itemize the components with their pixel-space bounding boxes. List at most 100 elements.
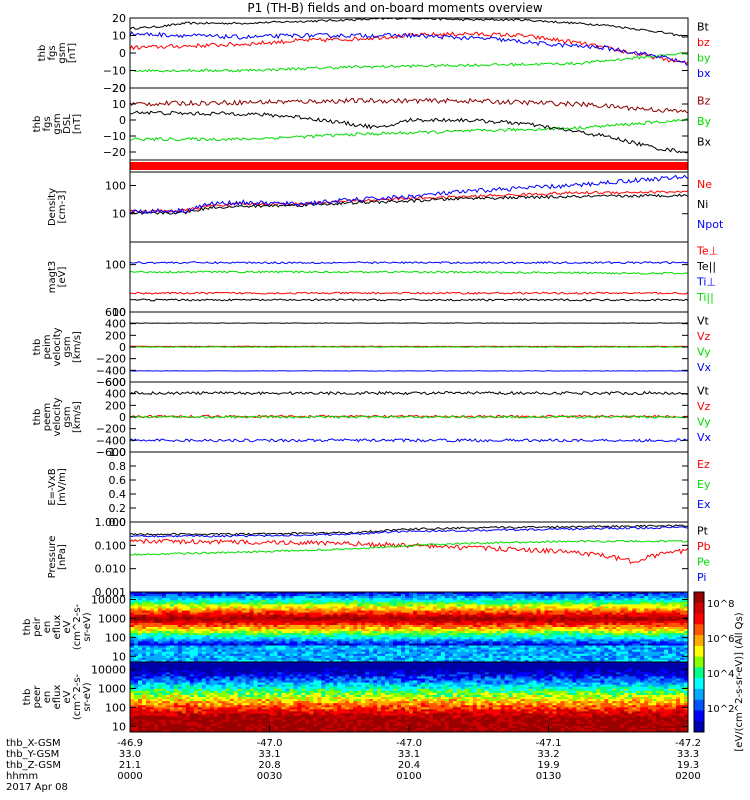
spectrogram-cell <box>241 612 247 616</box>
spectrogram-cell <box>309 594 314 597</box>
spectrogram-cell <box>504 592 510 595</box>
spectrogram-cell <box>261 631 267 634</box>
spectrogram-cell <box>201 620 207 624</box>
spectrogram-cell <box>341 606 346 609</box>
spectrogram-cell <box>297 631 302 634</box>
spectrogram-cell <box>612 655 617 659</box>
spectrogram-cell <box>373 635 378 638</box>
spectrogram-cell <box>492 635 498 638</box>
spectrogram-cell <box>305 622 310 626</box>
spectrogram-cell <box>277 608 282 612</box>
spectrogram-cell <box>229 633 235 636</box>
spectrogram-cell <box>273 627 278 630</box>
y-tick-label: 10 <box>112 30 126 43</box>
legend-entry: Npot <box>697 218 724 231</box>
spectrogram-cell <box>508 647 514 651</box>
spectrogram-cell <box>496 655 502 659</box>
spectrogram-cell <box>157 627 163 630</box>
spectrogram-cell <box>329 657 334 661</box>
spectrogram-cell <box>177 616 183 620</box>
spectrogram-cell <box>444 618 450 622</box>
spectrogram-cell <box>141 641 147 644</box>
legend-entry: Bt <box>697 20 710 33</box>
spectrogram-cell <box>333 637 338 640</box>
spectrogram-cell <box>452 598 458 601</box>
spectrogram-cell <box>365 598 370 601</box>
spectrogram-cell <box>130 608 135 612</box>
spectrogram-cell <box>576 594 581 597</box>
spectrogram-cell <box>592 659 597 663</box>
spectrogram-cell <box>508 618 514 622</box>
spectrogram-cell <box>420 653 426 657</box>
spectrogram-cell <box>325 594 330 597</box>
spectrogram-cell <box>672 631 677 634</box>
spectrogram-cell <box>680 612 685 616</box>
spectrogram-cell <box>157 614 163 618</box>
spectrogram-cell <box>249 647 255 651</box>
spectrogram-cell <box>588 643 593 647</box>
spectrogram-cell <box>217 612 223 616</box>
spectrogram-cell <box>544 622 549 626</box>
spectrogram-cell <box>640 629 645 632</box>
spectrogram-cell <box>424 602 430 605</box>
spectrogram-cell <box>580 659 585 663</box>
spectrogram-cell <box>484 608 490 612</box>
spectrogram-cell <box>209 616 215 620</box>
spectrogram-cell <box>297 604 302 607</box>
spectrogram-cell <box>628 653 633 657</box>
spectrogram-cell <box>401 649 406 653</box>
spectrogram-cell <box>309 627 314 630</box>
spectrogram-cell <box>548 629 553 632</box>
spectrogram-cell <box>153 620 159 624</box>
spectrogram-cell <box>301 633 306 636</box>
spectrogram-cell <box>173 592 179 595</box>
spectrogram-cell <box>301 600 306 603</box>
y-axis-label: eV <box>62 620 73 633</box>
spectrogram-cell <box>552 647 557 651</box>
spectrogram-cell <box>424 622 430 626</box>
spectrogram-cell <box>337 633 342 636</box>
spectrogram-cell <box>377 651 382 655</box>
spectrogram-cell <box>628 622 633 626</box>
spectrogram-cell <box>229 620 235 624</box>
spectrogram-cell <box>409 627 414 630</box>
spectrogram-cell <box>544 629 549 632</box>
spectrogram-cell <box>600 604 605 607</box>
spectrogram-cell <box>520 631 526 634</box>
spectrogram-cell <box>452 596 458 599</box>
spectrogram-cell <box>476 627 482 630</box>
spectrogram-cell <box>137 624 143 628</box>
spectrogram-cell <box>377 657 382 661</box>
spectrogram-cell <box>130 600 135 603</box>
spectrogram-cell <box>436 643 442 647</box>
spectrogram-cell <box>620 612 625 616</box>
spectrogram-cell <box>556 602 561 605</box>
spectrogram-cell <box>253 655 259 659</box>
spectrogram-cell <box>624 651 629 655</box>
spectrogram-cell <box>456 643 462 647</box>
spectrogram-cell <box>341 610 346 614</box>
spectrogram-cell <box>305 655 310 659</box>
spectrogram-cell <box>145 637 151 640</box>
spectrogram-cell <box>201 651 207 655</box>
spectrogram-cell <box>488 641 494 644</box>
spectrogram-cell <box>528 649 534 653</box>
spectrogram-cell <box>193 624 199 628</box>
spectrogram-cell <box>317 641 322 644</box>
spectrogram-cell <box>488 604 494 607</box>
spectrogram-cell <box>652 600 657 603</box>
spectrogram-cell <box>233 631 239 634</box>
spectrogram-cell <box>349 657 354 661</box>
spectrogram-cell <box>424 657 430 661</box>
spectrogram-cell <box>265 643 270 647</box>
spectrogram-cell <box>169 614 175 618</box>
spectrogram-cell <box>628 627 633 630</box>
spectrogram-cell <box>680 610 685 614</box>
spectrogram-cell <box>289 596 294 599</box>
spectrogram-cell <box>660 606 665 609</box>
spectrogram-cell <box>680 620 685 624</box>
spectrogram-cell <box>472 637 478 640</box>
spectrogram-cell <box>249 594 255 597</box>
spectrogram-cell <box>213 592 219 595</box>
spectrogram-cell <box>492 596 498 599</box>
